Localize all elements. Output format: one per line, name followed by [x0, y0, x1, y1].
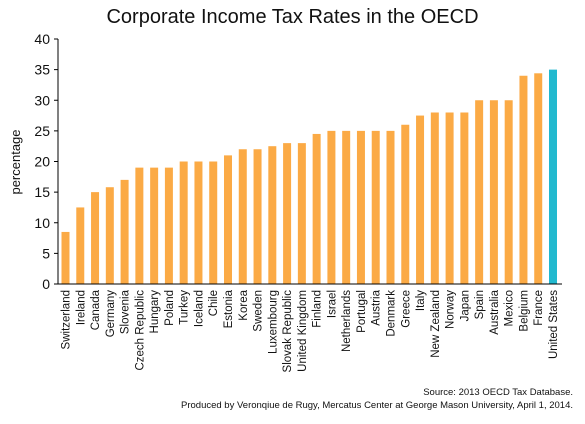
- y-tick-label: 25: [34, 123, 50, 139]
- bar: [224, 155, 232, 284]
- y-tick-label: 10: [34, 215, 50, 231]
- x-tick-label: Japan: [459, 290, 471, 321]
- x-tick-label: Sweden: [253, 290, 265, 332]
- bar: [76, 207, 85, 284]
- x-tick-label: Portugal: [356, 290, 368, 333]
- x-tick-label: Iceland: [193, 290, 205, 327]
- bar: [460, 112, 469, 284]
- x-tick-label: France: [533, 290, 545, 326]
- x-tick-label: Norway: [445, 290, 457, 329]
- x-tick-label: New Zealand: [430, 290, 442, 358]
- bar: [297, 143, 306, 284]
- bar: [105, 187, 114, 284]
- x-tick-label: Italy: [415, 290, 427, 311]
- bar: [135, 167, 144, 284]
- x-tick-label: Hungary: [149, 290, 161, 334]
- x-tick-label: Ireland: [75, 290, 87, 325]
- x-tick-label: Turkey: [179, 290, 191, 325]
- y-tick-label: 30: [34, 92, 50, 108]
- x-tick-label: Slovenia: [120, 289, 132, 334]
- bar: [519, 75, 528, 284]
- source-note: Source: 2013 OECD Tax Database.: [423, 387, 573, 398]
- bar: [312, 133, 321, 284]
- bar: [179, 161, 188, 284]
- bar: [268, 146, 277, 284]
- x-tick-label: Israel: [326, 290, 338, 318]
- y-axis: 0 5 10 15 20 25 30 35 40: [34, 31, 59, 292]
- x-tick-label: Czech Republic: [134, 290, 146, 371]
- y-tick-label: 35: [34, 62, 50, 78]
- x-tick-label: Canada: [90, 289, 102, 330]
- bar: [164, 167, 173, 284]
- chart-title: Corporate Income Tax Rates in the OECD: [106, 6, 479, 28]
- bar: [489, 100, 498, 284]
- x-tick-label: Greece: [400, 290, 412, 328]
- y-tick-label: 5: [42, 245, 50, 261]
- bar: [150, 167, 159, 284]
- x-tick-label: Australia: [489, 289, 501, 334]
- x-tick-label: United States: [548, 290, 560, 359]
- x-tick-label: Luxembourg: [267, 290, 279, 354]
- bar: [342, 130, 351, 284]
- x-tick-label: Chile: [208, 290, 220, 316]
- x-tick-label: Mexico: [504, 290, 516, 326]
- bar: [475, 100, 484, 284]
- x-tick-label: United Kingdom: [297, 290, 309, 372]
- bar: [209, 161, 218, 284]
- bars: [61, 69, 557, 284]
- x-axis: Switzerland Ireland Canada Germany Slovenia C…: [58, 283, 562, 373]
- bar: [283, 143, 292, 284]
- x-tick-label: Denmark: [386, 290, 398, 337]
- bar: [430, 112, 439, 284]
- bar: [253, 149, 262, 284]
- x-tick-label: Finland: [312, 290, 324, 328]
- x-tick-label: Spain: [474, 290, 486, 319]
- bar: [549, 69, 557, 284]
- x-tick-label: Korea: [238, 289, 250, 320]
- bar: [238, 149, 247, 284]
- bar: [401, 124, 410, 284]
- credit-note: Produced by Veronqiue de Rugy, Mercatus …: [181, 400, 573, 411]
- x-tick-label: Belgium: [518, 290, 530, 332]
- x-tick-label: Poland: [164, 290, 176, 326]
- bar: [327, 130, 336, 284]
- x-tick-label: Slovak Republic: [282, 290, 294, 373]
- y-tick-label: 40: [34, 31, 50, 47]
- x-tick-label: Estonia: [223, 289, 235, 328]
- y-axis-label: percentage: [8, 129, 23, 194]
- bar: [61, 231, 70, 284]
- x-tick-label: Switzerland: [61, 290, 73, 349]
- bar: [445, 112, 454, 284]
- bar: [386, 130, 395, 284]
- bar: [534, 73, 543, 284]
- bar: [356, 130, 365, 284]
- bar: [504, 100, 513, 284]
- bar: [416, 115, 425, 284]
- y-tick-label: 20: [34, 154, 50, 170]
- y-tick-label: 15: [34, 184, 50, 200]
- y-tick-label: 0: [42, 276, 50, 292]
- bar: [371, 130, 380, 284]
- bar: [120, 179, 129, 284]
- x-tick-label: Germany: [105, 290, 117, 338]
- bar: [91, 192, 100, 284]
- x-tick-label: Netherlands: [341, 290, 353, 352]
- bar: [194, 161, 203, 284]
- x-tick-label: Austria: [371, 289, 383, 325]
